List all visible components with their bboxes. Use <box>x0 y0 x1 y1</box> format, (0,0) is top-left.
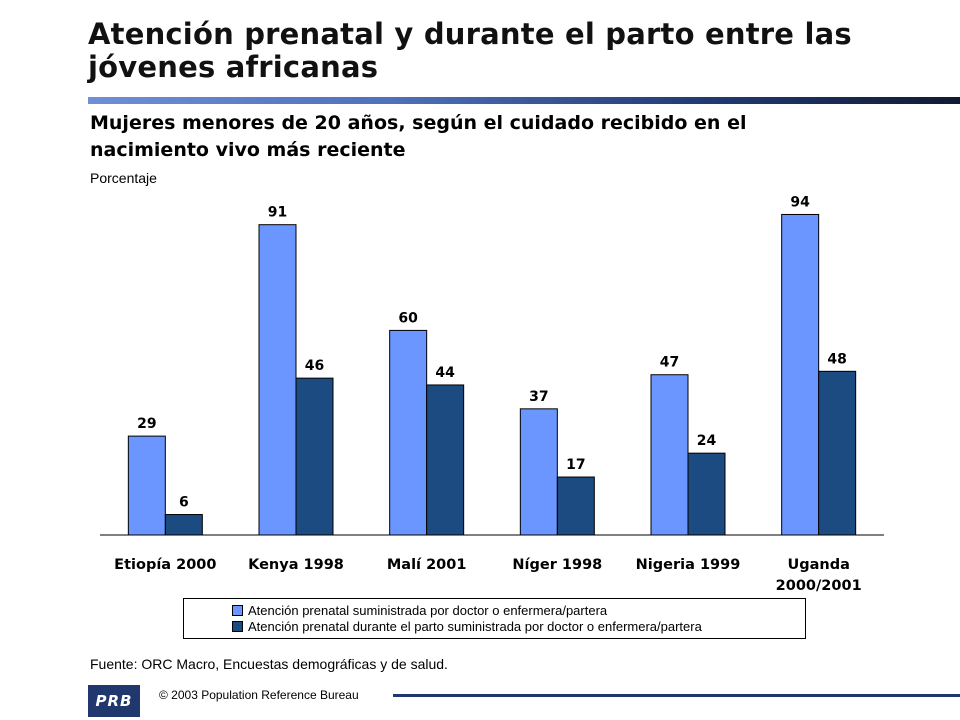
bar-1-4 <box>519 408 558 536</box>
footer-rule <box>393 694 960 697</box>
prb-logo: PRB <box>88 685 140 717</box>
legend-label-series-1: Atención prenatal suministrada por docto… <box>248 602 608 618</box>
bar-1-5 <box>650 374 689 536</box>
x-tick-label-5: Nigeria 1999 <box>636 557 741 573</box>
data-label-1-5: 47 <box>660 355 679 371</box>
data-label-2-2: 46 <box>305 358 324 374</box>
bar-2-2 <box>295 377 334 536</box>
x-tick-label-2: Kenya 1998 <box>248 557 344 573</box>
x-tick-label-6-line-2: 2000/2001 <box>776 578 862 594</box>
page-title: Atención prenatal y durante el parto ent… <box>88 17 852 84</box>
data-label-1-3: 60 <box>398 310 418 326</box>
data-label-2-5: 24 <box>697 433 717 449</box>
bar-2-5 <box>687 452 726 536</box>
data-label-1-1: 29 <box>137 416 156 432</box>
title-rule <box>88 97 960 104</box>
data-label-1-2: 91 <box>268 205 287 221</box>
legend-item-series-2: Atención prenatal durante el parto sumin… <box>232 618 805 634</box>
x-tick-label-4: Níger 1998 <box>512 557 602 573</box>
legend-swatch-series-2 <box>232 620 243 632</box>
data-label-1-4: 37 <box>529 389 548 405</box>
bar-chart: 29 6 Etiopía 2000 91 46 Kenya 1998 60 44 Malí 20… <box>100 194 884 594</box>
data-label-2-6: 48 <box>827 351 846 367</box>
bar-2-6 <box>818 370 857 536</box>
legend-label-series-2: Atención prenatal durante el parto sumin… <box>248 618 702 634</box>
data-label-2-3: 44 <box>435 365 455 381</box>
copyright-text: © 2003 Population Reference Bureau <box>159 688 359 702</box>
x-tick-label-3: Malí 2001 <box>387 557 467 573</box>
x-tick-label-6-line-1: Uganda <box>787 557 849 573</box>
legend-item-series-1: Atención prenatal suministrada por docto… <box>232 602 805 618</box>
data-label-2-4: 17 <box>566 457 585 473</box>
y-axis-label: Porcentaje <box>90 170 157 186</box>
bar-2-1 <box>164 514 203 536</box>
bar-1-2 <box>258 224 297 536</box>
legend-swatch-series-1 <box>232 604 243 616</box>
source-note: Fuente: ORC Macro, Encuestas demográfica… <box>90 656 448 672</box>
bar-1-1 <box>127 435 166 536</box>
data-label-2-1: 6 <box>179 495 189 511</box>
bar-1-6 <box>781 213 820 536</box>
bar-2-4 <box>556 476 595 536</box>
x-tick-label-1: Etiopía 2000 <box>114 557 216 573</box>
data-label-1-6: 94 <box>790 194 810 210</box>
bar-2-3 <box>426 384 465 536</box>
chart-legend: Atención prenatal suministrada por docto… <box>183 598 806 639</box>
bar-1-3 <box>389 329 428 536</box>
chart-subtitle: Mujeres menores de 20 años, según el cui… <box>90 112 747 161</box>
